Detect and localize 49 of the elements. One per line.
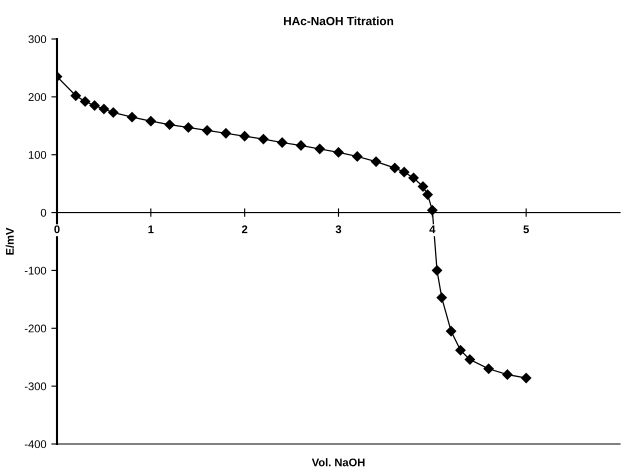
point bbox=[296, 140, 306, 151]
point bbox=[258, 134, 269, 144]
point bbox=[352, 151, 362, 162]
y-tick-label: 0 bbox=[40, 208, 46, 217]
point bbox=[422, 190, 433, 200]
x-tick-label: 2 bbox=[242, 225, 248, 234]
chart-title: HAc-NaOH Titration bbox=[284, 16, 394, 26]
point bbox=[464, 354, 475, 365]
point bbox=[432, 265, 442, 276]
point bbox=[455, 345, 466, 356]
point bbox=[314, 144, 325, 154]
x-tick-label: 1 bbox=[148, 225, 154, 234]
point bbox=[390, 162, 400, 174]
y-tick-label: -200 bbox=[24, 324, 46, 332]
y-tick-label: 200 bbox=[28, 93, 46, 101]
x-tick-label: 4 bbox=[429, 225, 436, 234]
point bbox=[408, 172, 419, 183]
point bbox=[446, 326, 456, 336]
y-tick-label: 300 bbox=[28, 35, 46, 44]
point bbox=[70, 90, 81, 101]
y-tick-label: 100 bbox=[28, 150, 46, 159]
point bbox=[277, 137, 288, 148]
y-axis-title: E/mV bbox=[6, 228, 14, 255]
point bbox=[436, 292, 447, 303]
x-tick-label: 5 bbox=[523, 225, 529, 234]
point bbox=[126, 112, 138, 122]
point bbox=[146, 116, 156, 126]
y-tick-label: -400 bbox=[24, 440, 46, 448]
point bbox=[240, 131, 250, 142]
point bbox=[418, 181, 428, 192]
point bbox=[399, 166, 410, 178]
point bbox=[108, 107, 118, 118]
x-tick-label: 0 bbox=[54, 225, 60, 234]
point bbox=[502, 369, 513, 380]
point bbox=[89, 100, 100, 111]
point bbox=[333, 147, 344, 158]
x-tick-label: 3 bbox=[336, 225, 342, 234]
point bbox=[370, 156, 382, 167]
point bbox=[80, 96, 90, 107]
point bbox=[183, 122, 194, 133]
point bbox=[484, 364, 494, 374]
x-axis-title: Vol. NaOH bbox=[312, 458, 365, 466]
point bbox=[164, 120, 175, 130]
point bbox=[202, 125, 212, 136]
point bbox=[521, 372, 532, 384]
y-tick-label: -100 bbox=[24, 266, 46, 275]
y-tick-label: -300 bbox=[24, 382, 46, 390]
point bbox=[220, 128, 232, 138]
point bbox=[98, 104, 110, 114]
